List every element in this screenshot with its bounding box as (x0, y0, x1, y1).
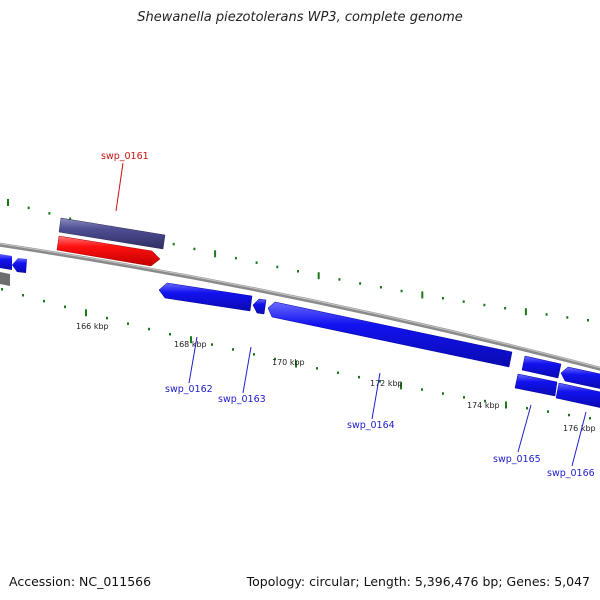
minor-tick-mark (547, 410, 549, 413)
gene-label-swp_0162[interactable]: swp_0162 (165, 384, 213, 395)
minor-tick-mark (169, 333, 171, 336)
minor-tick-mark (359, 282, 362, 285)
minor-tick-mark (379, 286, 382, 289)
gene-feature-swp_0164[interactable] (267, 301, 513, 368)
leader-line-swp_0166 (571, 411, 587, 467)
minor-tick-mark (255, 261, 258, 264)
scale-label-166: 166 kbp (76, 322, 109, 331)
minor-tick-mark (234, 256, 237, 260)
major-tick-mark (505, 401, 507, 409)
gene-feature-left-1[interactable] (0, 254, 12, 270)
genome-summary-text: Topology: circular; Length: 5,396,476 bp… (246, 574, 590, 589)
minor-tick-mark (69, 217, 72, 220)
major-tick-mark (214, 250, 217, 258)
gene-feature-swp_0161-red[interactable] (56, 235, 161, 267)
minor-tick-mark (379, 380, 381, 383)
gene-feature-left-2[interactable] (12, 258, 27, 273)
outer-tick-row (7, 199, 589, 322)
gene-feature-swp_0165[interactable] (514, 373, 558, 397)
major-tick-mark (524, 308, 527, 316)
minor-tick-mark (337, 371, 339, 374)
minor-tick-mark (462, 300, 465, 303)
gene-label-swp_0165[interactable]: swp_0165 (493, 454, 541, 465)
genome-backbone (0, 242, 600, 371)
leader-line-swp_0165 (517, 404, 532, 453)
minor-tick-mark (276, 265, 279, 269)
minor-tick-mark (545, 313, 548, 316)
minor-tick-mark (463, 396, 465, 399)
minor-tick-mark (193, 247, 196, 251)
minor-tick-mark (148, 327, 150, 331)
minor-tick-mark (1, 288, 3, 291)
scale-label-176: 176 kbp (563, 424, 596, 433)
leader-line-swp_0163 (242, 346, 252, 394)
leader-line-swp_0162 (188, 336, 198, 384)
minor-tick-mark (27, 206, 30, 210)
gene-label-swp_0166[interactable]: swp_0166 (547, 468, 595, 479)
minor-tick-mark (253, 353, 255, 356)
minor-tick-mark (127, 322, 129, 325)
minor-tick-mark (442, 297, 444, 300)
minor-tick-mark (274, 357, 276, 361)
major-tick-mark (295, 360, 297, 368)
accession-text: Accession: NC_011566 (9, 574, 152, 589)
minor-tick-mark (211, 343, 213, 346)
genome-backbone-highlight (0, 243, 600, 369)
minor-tick-mark (48, 212, 51, 215)
scale-label-172: 172 kbp (370, 379, 403, 388)
gene-feature-swp_0162[interactable] (158, 282, 253, 312)
gene-feature-swp_0166-upper[interactable] (560, 366, 600, 389)
minor-tick-mark (484, 399, 486, 403)
genome-title: Shewanella piezotolerans WP3, complete g… (137, 10, 463, 25)
gene-feature-swp_0163[interactable] (252, 298, 267, 315)
minor-tick-mark (297, 270, 299, 273)
minor-tick-mark (587, 319, 589, 322)
minor-tick-mark (566, 316, 569, 319)
leader-line-swp_0161 (115, 162, 124, 212)
major-tick-mark (421, 291, 424, 299)
minor-tick-mark (64, 305, 66, 309)
minor-tick-mark (338, 278, 341, 281)
scale-label-168: 168 kbp (174, 340, 207, 349)
minor-tick-mark (421, 388, 423, 391)
minor-tick-mark (358, 375, 360, 379)
major-tick-mark (7, 199, 9, 206)
minor-tick-mark (106, 316, 108, 320)
minor-tick-mark (442, 392, 444, 395)
gene-feature-left-gray (0, 272, 10, 286)
leader-line-swp_0164 (371, 372, 381, 420)
scale-label-170: 170 kbp (272, 358, 305, 367)
minor-tick-mark (22, 294, 24, 297)
minor-tick-mark (316, 367, 318, 370)
gene-feature-swp_0161-purple[interactable] (58, 217, 166, 250)
scale-label-174: 174 kbp (467, 401, 500, 410)
gene-label-swp_0161[interactable]: swp_0161 (101, 151, 149, 162)
inner-tick-row (1, 288, 591, 420)
major-tick-mark (400, 382, 402, 390)
minor-tick-mark (526, 407, 528, 410)
gene-label-swp_0163[interactable]: swp_0163 (218, 394, 266, 405)
minor-tick-mark (483, 303, 486, 307)
gene-feature-swp_0165-upper[interactable] (521, 355, 562, 379)
gene-feature-swp_0166[interactable] (555, 382, 600, 408)
major-tick-mark (85, 309, 87, 317)
minor-tick-mark (568, 413, 570, 417)
minor-tick-mark (43, 299, 45, 303)
minor-tick-mark (589, 417, 591, 420)
minor-tick-mark (172, 242, 175, 246)
minor-tick-mark (400, 289, 403, 293)
major-tick-mark (317, 272, 320, 280)
minor-tick-mark (504, 307, 507, 310)
major-tick-mark (190, 336, 192, 344)
gene-label-swp_0164[interactable]: swp_0164 (347, 420, 395, 431)
minor-tick-mark (232, 348, 234, 351)
